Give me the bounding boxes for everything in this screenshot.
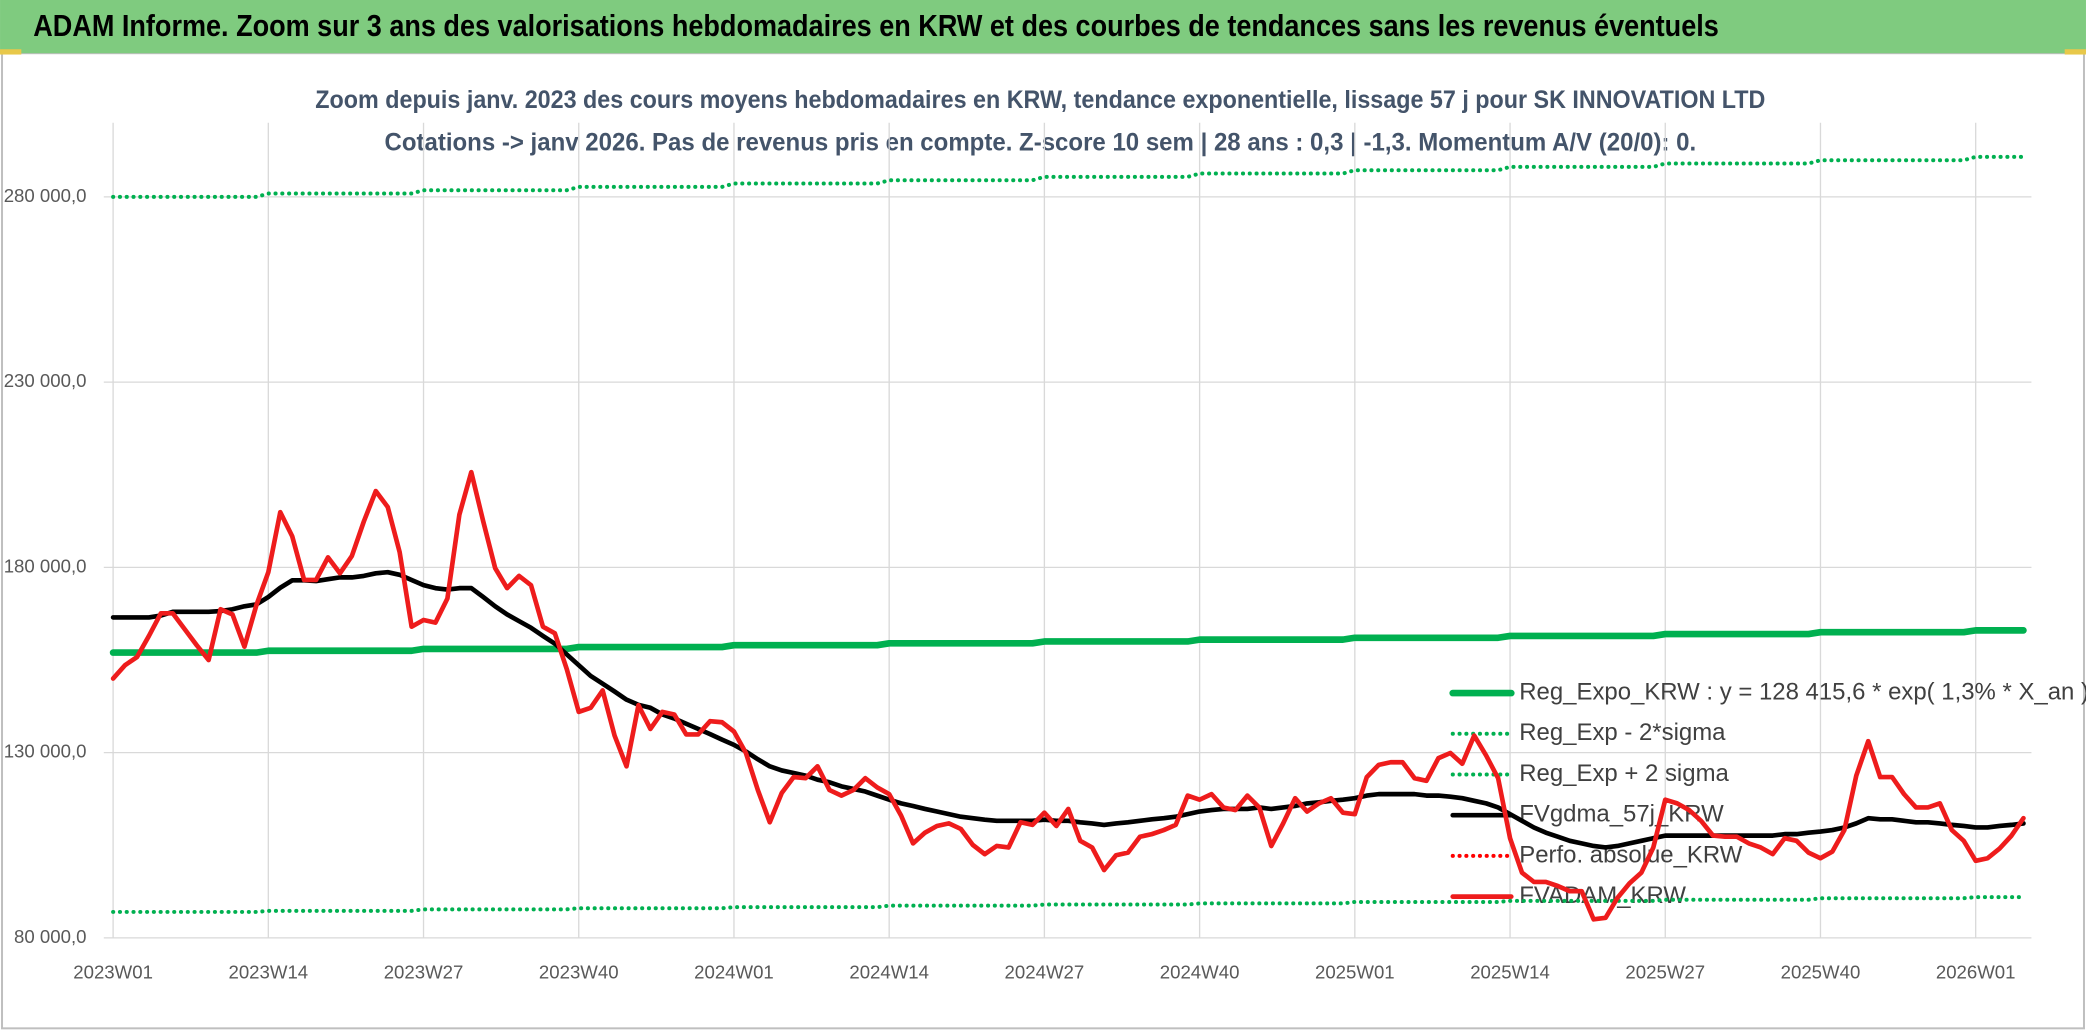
- legend: Reg_Expo_KRW : y = 128 415,6 * exp( 1,3%…: [1449, 678, 2086, 909]
- x-tick-label: 2026W01: [1936, 962, 2016, 983]
- legend-label: Reg_Exp + 2 sigma: [1519, 760, 1729, 787]
- y-tick-label: 130 000,0: [4, 741, 87, 762]
- y-tick-label: 280 000,0: [4, 185, 87, 206]
- x-tick-label: 2024W01: [694, 962, 774, 983]
- x-tick-label: 2025W01: [1315, 962, 1395, 983]
- x-tick-label: 2023W14: [228, 962, 308, 983]
- chart-title: ADAM Informe. Zoom sur 3 ans des valoris…: [33, 9, 1719, 43]
- x-tick-label: 2025W14: [1470, 962, 1550, 983]
- header-bar: [0, 0, 2086, 54]
- legend-label: Perfo. absolue_KRW: [1519, 841, 1742, 868]
- chart-subtitle: Cotations -> janv 2026. Pas de revenus p…: [384, 128, 1696, 156]
- x-tick-label: 2025W27: [1625, 962, 1705, 983]
- y-tick-label: 80 000,0: [14, 926, 86, 947]
- series: [109, 154, 2027, 922]
- header-accent: [2064, 49, 2086, 55]
- y-tick-label: 230 000,0: [4, 370, 87, 391]
- x-tick-label: 2023W01: [73, 962, 153, 983]
- x-tick-label: 2023W27: [384, 962, 464, 983]
- header-accent: [0, 49, 22, 55]
- x-tick-label: 2023W40: [539, 962, 619, 983]
- series-line: [109, 627, 2027, 656]
- series-line: [111, 895, 2026, 914]
- x-tick-label: 2024W27: [1005, 962, 1085, 983]
- legend-label: Reg_Expo_KRW : y = 128 415,6 * exp( 1,3%…: [1519, 678, 2086, 705]
- x-tick-label: 2025W40: [1781, 962, 1861, 983]
- x-tick-label: 2024W14: [849, 962, 929, 983]
- x-tick-label: 2024W40: [1160, 962, 1240, 983]
- legend-label: Reg_Exp - 2*sigma: [1519, 719, 1726, 746]
- series-line: [110, 469, 2026, 922]
- y-tick-label: 180 000,0: [4, 555, 87, 576]
- chart-frame: [1, 52, 2085, 1030]
- series-line: [110, 569, 2026, 850]
- series-line: [111, 154, 2026, 199]
- legend-label: FVADAM_KRW: [1519, 882, 1686, 909]
- legend-label: FVgdma_57j_KRW: [1519, 801, 1724, 828]
- chart-subtitle: Zoom depuis janv. 2023 des cours moyens …: [315, 86, 1765, 114]
